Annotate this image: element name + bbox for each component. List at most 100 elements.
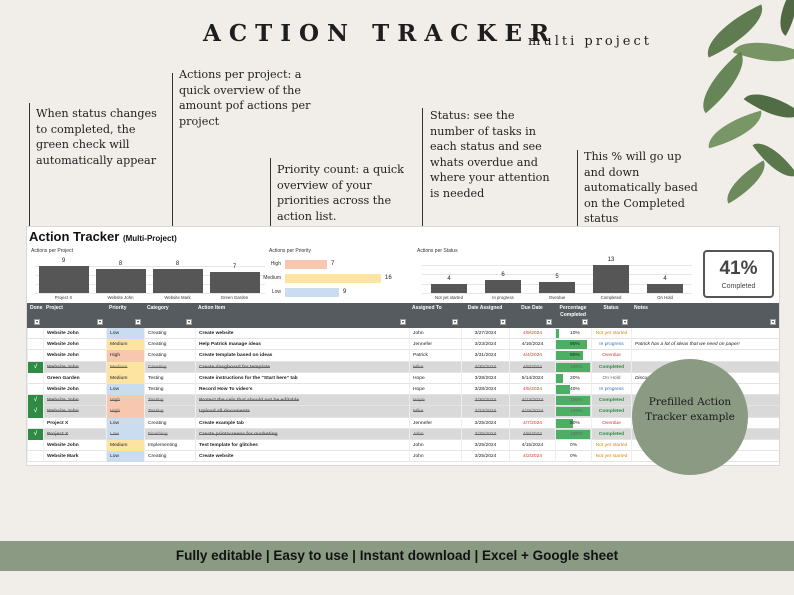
percentage-value: 0% <box>570 454 578 460</box>
cell-action: Protect the cels that should not be edit… <box>195 395 409 407</box>
filter-dropdown-action[interactable]: ▾ <box>400 319 406 325</box>
percentage-value: 10% <box>570 331 580 336</box>
percentage-value: 20% <box>570 375 580 381</box>
cell-done[interactable] <box>27 339 43 351</box>
cell-action: Record How To video's <box>195 384 409 396</box>
cell-date: 3/30/2024 <box>461 395 509 407</box>
features-banner: Fully editable | Easy to use | Instant d… <box>0 541 794 571</box>
bar-category-label: Project X <box>54 295 73 300</box>
cell-priority: High <box>106 406 144 418</box>
filter-dropdown-priority[interactable]: ▾ <box>135 319 141 325</box>
cell-pct: 100% <box>555 406 591 418</box>
cell-done[interactable] <box>27 384 43 396</box>
annotation-status: Status: see the number of tasks in each … <box>430 109 550 200</box>
gridline <box>35 266 265 267</box>
cell-status: Not yet started <box>591 451 631 463</box>
cell-project: Website John <box>43 384 106 396</box>
table-row: Website John Medium Implementing Test templ… <box>27 440 779 452</box>
cell-due: 4/4/2024 <box>509 350 555 362</box>
cell-priority: High <box>106 350 144 362</box>
badge-text: Prefilled Action Tracker example <box>645 396 735 423</box>
cell-priority: Low <box>106 417 144 429</box>
bar-value-label: 9 <box>61 258 66 264</box>
filter-dropdown-status[interactable]: ▾ <box>622 319 628 325</box>
cell-done[interactable] <box>27 328 43 340</box>
percentage-value: 0% <box>570 443 578 448</box>
cell-due: 4/5/2024 <box>509 384 555 396</box>
annotation-actions-per-project: Actions per project: a quick overview of… <box>179 68 311 128</box>
cell-due: 4/9/2024 <box>509 328 555 340</box>
cell-status: Completed <box>591 395 631 407</box>
cell-project: Green Garden <box>43 372 106 384</box>
percentage-value: 100% <box>570 364 583 370</box>
column-header-status: Status <box>603 305 619 311</box>
percentage-bar <box>556 407 590 417</box>
table-row: √ Website John High Testing Protect the cels… <box>27 395 779 407</box>
cell-date: 3/28/2024 <box>461 384 509 396</box>
cell-project: Project X <box>43 417 106 429</box>
bar-value-label: 5 <box>555 274 559 281</box>
cell-done[interactable]: √ <box>27 395 43 407</box>
cell-date: 3/27/2024 <box>461 328 509 340</box>
cell-action: Create printscreens for marketing <box>195 428 409 440</box>
priority-label: High <box>270 261 281 267</box>
cell-action: Upload all documents <box>195 406 409 418</box>
filter-dropdown-pct[interactable]: ▾ <box>582 319 588 325</box>
cell-project: Website John <box>43 406 106 418</box>
filter-dropdown-notes[interactable]: ▾ <box>770 319 776 325</box>
cell-status: Overdue <box>591 417 631 429</box>
bar-value-label: 13 <box>607 257 615 263</box>
cell-category: Creating <box>144 339 195 351</box>
cell-category: Creating <box>144 328 195 340</box>
bar-category-label: Website John <box>107 295 134 300</box>
cell-priority: Medium <box>106 372 144 384</box>
filter-dropdown-done[interactable]: ▾ <box>34 319 40 325</box>
annotation-status-check: When status changes to completed, the gr… <box>36 107 157 167</box>
cell-pct: 20% <box>555 372 591 384</box>
cell-done[interactable] <box>27 440 43 452</box>
column-header-date: Date Assigned <box>467 305 503 311</box>
cell-done[interactable] <box>27 350 43 362</box>
bar-in-progress <box>485 280 521 293</box>
cell-priority: Medium <box>106 339 144 351</box>
filter-dropdown-due[interactable]: ▾ <box>546 319 552 325</box>
table-row: Website John Medium Creating Help Patrick m… <box>27 339 779 351</box>
cell-category: Creating <box>144 361 195 373</box>
cell-assigned: John <box>409 428 461 440</box>
bar-green-garden <box>209 272 260 293</box>
cell-date: 3/25/2024 <box>461 417 509 429</box>
bar-completed <box>593 265 629 293</box>
cell-assigned: Mike <box>409 406 461 418</box>
cell-category: Implementing <box>144 440 195 452</box>
table-row: Project X Low Creating Create example tab Je… <box>27 417 779 429</box>
cell-done[interactable]: √ <box>27 361 43 373</box>
filter-dropdown-category[interactable]: ▾ <box>186 319 192 325</box>
percentage-value: 50% <box>570 420 580 426</box>
table-row: √ Website John Medium Creating Create dasgbo… <box>27 361 779 373</box>
cell-done[interactable]: √ <box>27 428 43 440</box>
cell-assigned: Hope <box>409 395 461 407</box>
cell-done[interactable] <box>27 372 43 384</box>
filter-dropdown-date[interactable]: ▾ <box>500 319 506 325</box>
annotation-line <box>270 158 271 243</box>
cell-date: 3/25/2024 <box>461 428 509 440</box>
cell-category: Finishing <box>144 428 195 440</box>
cell-notes: Patrick has a lot of ideas that we need … <box>631 339 779 351</box>
percentage-bar <box>556 362 590 372</box>
cell-category: Testing <box>144 395 195 407</box>
filter-dropdown-project[interactable]: ▾ <box>97 319 103 325</box>
cell-done[interactable] <box>27 417 43 429</box>
cell-pct: 50% <box>555 417 591 429</box>
cell-date: 3/30/2024 <box>461 361 509 373</box>
percentage-value: 80% <box>570 353 580 359</box>
column-header-category: Category <box>147 305 169 311</box>
cell-date: 3/25/2024 <box>461 440 509 452</box>
bar-category-label: Green Garden <box>220 295 249 300</box>
cell-status: On Hold <box>591 372 631 384</box>
cell-notes <box>631 440 779 452</box>
cell-done[interactable]: √ <box>27 406 43 418</box>
filter-dropdown-assigned[interactable]: ▾ <box>452 319 458 325</box>
cell-done[interactable] <box>27 451 43 463</box>
cell-notes <box>631 384 779 396</box>
column-header-notes: Notes <box>634 305 648 311</box>
